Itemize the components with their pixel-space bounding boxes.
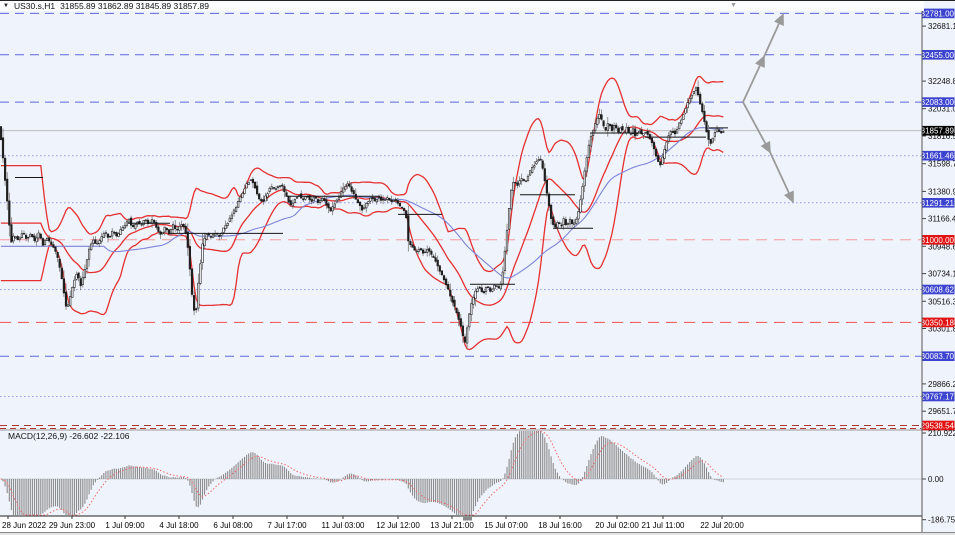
svg-text:30350.18: 30350.18 [921, 318, 955, 327]
time-tick-label: 6 Jul 08:00 [213, 521, 253, 530]
price-badge: 30350.18 [921, 317, 955, 327]
time-tick-label: 12 Jul 12:00 [376, 521, 420, 530]
price-tick-label: 31816.50 [928, 132, 955, 141]
time-tick-label: 11 Jul 03:00 [322, 521, 366, 530]
price-badge: 32083.00 [921, 97, 955, 107]
macd-layer: MACD(12,26,9) -26.602 -22.106 [0, 431, 724, 516]
svg-text:31291.21: 31291.21 [921, 199, 955, 208]
candles-layer[interactable] [0, 80, 728, 349]
time-tick-label: 20 Jul 02:00 [595, 521, 639, 530]
price-tick-label: 32681.10 [928, 22, 955, 31]
time-tick-label: 13 Jul 21:00 [430, 521, 474, 530]
price-tick-label: 32031.00 [928, 105, 955, 114]
price-badge: 32455.00 [921, 50, 955, 60]
price-badge: 32781.00 [921, 8, 955, 18]
price-tick-label: 30948.60 [928, 242, 955, 251]
macd-tick-label: -186.753 [928, 516, 955, 525]
time-tick-label: 4 Jul 18:00 [159, 521, 199, 530]
chart-dropdown-icon[interactable]: ▼ [3, 3, 9, 9]
trend-arrow[interactable] [742, 101, 771, 154]
macd-tick-label: 0.00 [928, 475, 944, 484]
time-tick-label: 1 Jul 09:00 [105, 521, 145, 530]
trend-arrow[interactable] [742, 55, 765, 103]
price-tick-label: 29651.70 [928, 407, 955, 416]
price-levels-layer [0, 12, 922, 426]
chart-ohlc-quotes: 31855.89 31862.89 31845.89 31857.89 [60, 1, 209, 11]
svg-text:30083.70: 30083.70 [921, 352, 955, 361]
macd-tick-label: 210.922 [928, 429, 955, 438]
price-tick-label: 31380.90 [928, 187, 955, 196]
bollinger-ma-layer [0, 75, 724, 351]
svg-text:32781.00: 32781.00 [921, 9, 955, 18]
time-tick-label: 21 Jul 11:00 [642, 521, 686, 530]
price-tick-label: 29866.20 [928, 380, 955, 389]
price-tick-label: 30734.10 [928, 270, 955, 279]
time-tick-label: 29 Jun 23:00 [49, 521, 96, 530]
chart-shift-marker-icon: ▼ [730, 2, 737, 9]
price-tick-label: 30301.80 [928, 325, 955, 334]
trend-arrows-layer[interactable] [742, 13, 794, 204]
macd-indicator-label: MACD(12,26,9) -26.602 -22.106 [8, 431, 130, 441]
price-badge: 31857.89 [921, 125, 955, 136]
trend-arrow[interactable] [763, 13, 784, 58]
price-badge: 31291.21 [921, 198, 955, 208]
svg-text:31000.00: 31000.00 [921, 236, 955, 245]
scrollbar-thumb[interactable] [463, 517, 472, 521]
time-tick-label: 22 Jul 20:00 [700, 521, 744, 530]
svg-text:29767.17: 29767.17 [921, 393, 955, 402]
time-tick-label: 18 Jul 16:00 [538, 521, 582, 530]
chart-symbol-timeframe: US30.s,H1 [13, 1, 56, 11]
time-tick-label: 7 Jul 17:00 [267, 521, 307, 530]
price-axis[interactable]: 32681.10 32248.80 32031.00 31816.50 31598.70… [921, 8, 955, 525]
price-badge: 31000.00 [921, 235, 955, 245]
svg-text:30608.62: 30608.62 [921, 286, 955, 295]
price-badge: 29767.17 [921, 391, 955, 402]
price-badge: 29538.54 [921, 420, 955, 431]
price-badge: 30608.62 [921, 284, 955, 295]
price-tick-label: 30516.30 [928, 297, 955, 306]
chart-title-bar: ▼ US30.s,H1 31855.89 31862.89 31845.89 3… [0, 1, 924, 11]
trend-arrow[interactable] [769, 151, 794, 204]
price-badge: 30083.70 [921, 351, 955, 361]
price-tick-label: 32248.80 [928, 77, 955, 86]
time-tick-label: 15 Jul 07:00 [484, 521, 528, 530]
svg-text:32455.00: 32455.00 [921, 51, 955, 60]
price-badge: 31661.46 [921, 150, 955, 161]
svg-text:32083.00: 32083.00 [921, 98, 955, 107]
time-axis-strip[interactable] [0, 516, 922, 532]
svg-text:31857.89: 31857.89 [921, 127, 955, 136]
svg-text:29538.54: 29538.54 [921, 422, 955, 431]
price-tick-label: 31598.70 [928, 160, 955, 169]
svg-text:31661.46: 31661.46 [921, 152, 955, 161]
time-axis-labels: 28 Jun 2022 29 Jun 23:00 1 Jul 09:00 4 Jul … [2, 516, 744, 530]
time-tick-label: 28 Jun 2022 [2, 521, 47, 530]
price-tick-label: 31166.40 [928, 215, 955, 224]
